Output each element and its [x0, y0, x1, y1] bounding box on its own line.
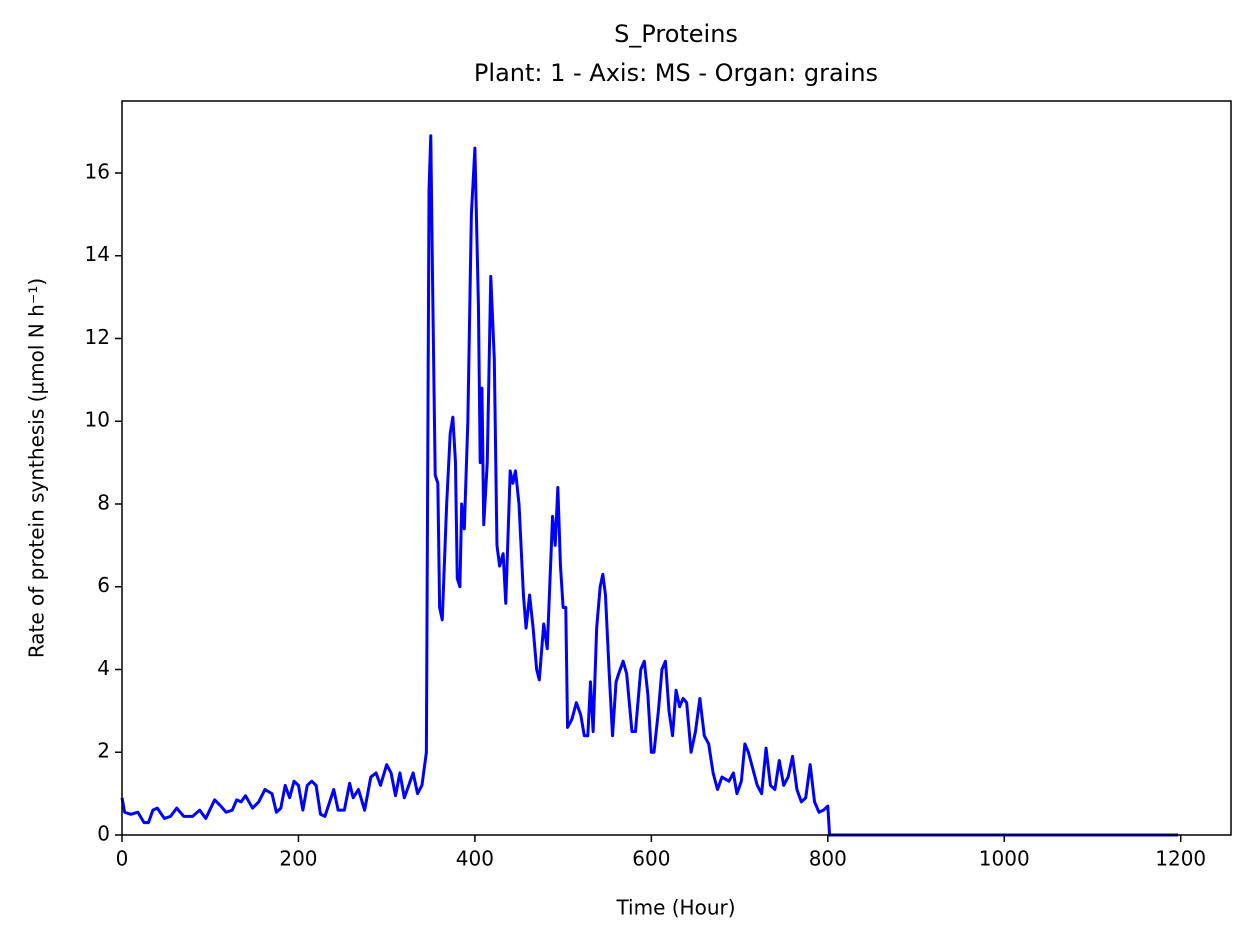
- y-tick-label: 10: [85, 408, 110, 432]
- x-tick-label: 1200: [1155, 847, 1206, 871]
- y-tick-label: 2: [97, 739, 110, 763]
- y-tick-label: 8: [97, 490, 110, 514]
- y-tick-label: 0: [97, 822, 110, 846]
- y-tick-label: 12: [85, 325, 110, 349]
- chart-subtitle: Plant: 1 - Axis: MS - Organ: grains: [474, 59, 878, 87]
- x-tick-label: 600: [632, 847, 670, 871]
- y-tick-label: 14: [85, 242, 110, 266]
- x-tick-label: 1000: [979, 847, 1030, 871]
- chart-title: S_Proteins: [614, 20, 738, 48]
- x-tick-label: 0: [116, 847, 129, 871]
- x-tick-label: 400: [456, 847, 494, 871]
- y-axis-label: Rate of protein synthesis (µmol N h⁻¹): [25, 278, 49, 658]
- x-tick-label: 800: [809, 847, 847, 871]
- x-axis-label: Time (Hour): [615, 896, 735, 920]
- y-tick-label: 4: [97, 656, 110, 680]
- plot-frame: [121, 100, 1232, 836]
- y-tick-label: 16: [85, 159, 110, 183]
- y-tick-label: 6: [97, 573, 110, 597]
- x-tick-label: 200: [279, 847, 317, 871]
- data-line: [120, 134, 1179, 837]
